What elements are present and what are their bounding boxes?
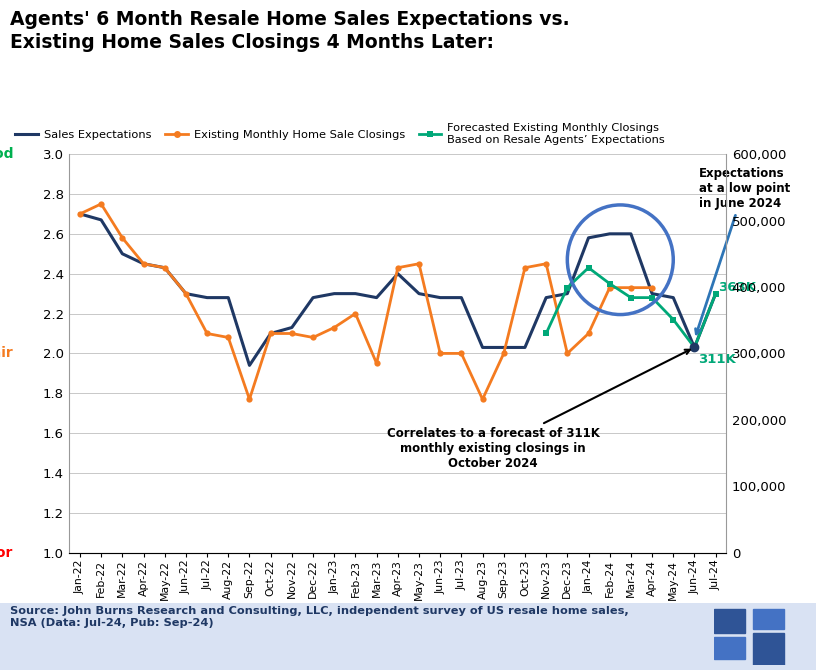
Legend: Sales Expectations, Existing Monthly Home Sale Closings, Forecasted Existing Mon: Sales Expectations, Existing Monthly Hom… [16,123,665,145]
Bar [753,633,784,665]
Text: Correlates to a forecast of 311K
monthly existing closings in
October 2024: Correlates to a forecast of 311K monthly… [387,350,690,470]
Text: 363K: 363K [718,281,756,294]
Text: Source: John Burns Research and Consulting, LLC, independent survey of US resale: Source: John Burns Research and Consulti… [10,606,628,628]
Text: 311K: 311K [698,353,735,366]
Bar [714,609,745,633]
Text: Agents' 6 Month Resale Home Sales Expectations vs.
Existing Home Sales Closings : Agents' 6 Month Resale Home Sales Expect… [10,10,570,52]
Text: Good: Good [0,147,14,161]
Text: Poor: Poor [0,546,14,559]
Text: Expectations
at a low point
in June 2024: Expectations at a low point in June 2024 [695,167,790,334]
Bar [714,637,745,659]
Bar [753,609,784,629]
Text: Fair: Fair [0,346,14,360]
